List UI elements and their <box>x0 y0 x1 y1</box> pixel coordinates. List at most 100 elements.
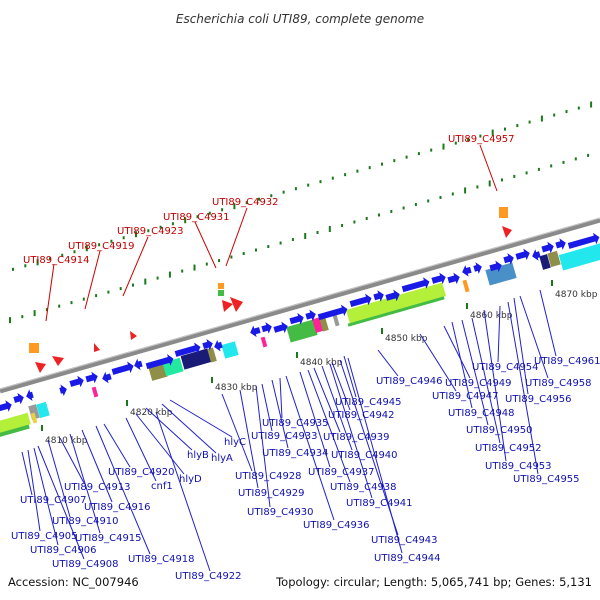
gene-label-leader <box>59 437 85 484</box>
gene-arrow-shape <box>0 400 12 412</box>
scale-label: 4850 kbp <box>385 334 428 344</box>
gene-label: UTI89_C4918 <box>128 554 195 565</box>
feature-block <box>30 412 38 424</box>
gene-arrow-shape <box>59 384 67 397</box>
gene-label: UTI89_C4958 <box>525 378 592 389</box>
gene-arrow <box>111 361 134 375</box>
gene-arrow-shape <box>317 304 348 321</box>
gene-arrow-shape <box>385 289 400 302</box>
gene-arrow <box>431 272 446 285</box>
gene-label: UTI89_C4910 <box>52 516 119 527</box>
gene-arrow-shape <box>349 293 372 308</box>
rna-marker <box>130 331 137 340</box>
gene-label: UTI89_C4916 <box>84 502 151 513</box>
gene-label-leader <box>135 413 185 475</box>
gene-arrow <box>305 309 316 322</box>
gene-arrow-shape <box>26 389 34 401</box>
gc-content-inner-track <box>9 153 590 324</box>
orange-feature-marker <box>29 343 39 353</box>
gene-label-leader <box>339 359 399 536</box>
gene-label: UTI89_C4949 <box>445 378 512 389</box>
gene-label: UTI89_C4915 <box>75 533 142 544</box>
genome-summary-text: Topology: circular; Length: 5,065,741 bp… <box>275 575 592 589</box>
gene-label-leader <box>155 411 211 572</box>
gene-arrow <box>532 249 541 261</box>
gene-label-leader <box>519 295 549 379</box>
gene-arrow-shape <box>261 322 272 334</box>
gene-label: hlyC <box>224 437 246 448</box>
gene-label-leader <box>461 319 489 426</box>
gene-arrows-track <box>0 232 600 412</box>
gene-label: UTI89_C4946 <box>376 376 443 387</box>
rna-label: UTI89_C4931 <box>163 212 230 223</box>
gene-arrow-shape <box>174 342 201 357</box>
gene-label-leader <box>103 423 131 468</box>
accession-text: Accession: NC_007946 <box>8 575 139 589</box>
gene-label-leader <box>331 361 351 411</box>
gene-label-leader <box>81 429 113 503</box>
gene-arrow <box>541 241 554 254</box>
gene-label-leader <box>347 357 403 554</box>
feature-block <box>332 313 340 327</box>
gene-arrow <box>59 384 67 397</box>
gene-label: UTI89_C4940 <box>331 450 398 461</box>
gene-arrow-shape <box>567 232 600 249</box>
gene-label: UTI89_C4929 <box>238 488 305 499</box>
feature-block <box>286 316 329 343</box>
gene-label-leader <box>497 305 501 363</box>
orange-feature-marker <box>499 207 508 218</box>
gene-arrow <box>261 322 272 334</box>
feature-block <box>345 282 447 327</box>
gene-label-leader <box>33 447 59 546</box>
gene-label-leader <box>161 403 217 454</box>
gene-label-leader <box>483 309 507 462</box>
gene-label: UTI89_C4905 <box>11 531 78 542</box>
gene-arrow <box>289 313 304 325</box>
gene-label-leader <box>261 383 273 432</box>
gene-arrow <box>273 321 288 334</box>
scale-label: 4830 kbp <box>215 383 258 393</box>
rna-label-group: UTI89_C4919 <box>68 241 135 310</box>
rna-marker <box>230 297 243 312</box>
gene-label: hlyB <box>187 450 209 461</box>
gene-arrow-shape <box>13 392 24 405</box>
gene-label-leader <box>145 407 193 451</box>
gene-arrow-shape <box>289 313 304 325</box>
gene-label-leader <box>471 317 501 444</box>
gene-label: UTI89_C4920 <box>108 467 175 478</box>
rna-label: UTI89_C4919 <box>68 241 135 252</box>
orange-feature-marker <box>218 283 224 289</box>
gene-arrow <box>69 375 84 388</box>
gene-arrow-shape <box>489 260 502 273</box>
gene-label-leader <box>285 375 335 521</box>
gene-label: UTI89_C4950 <box>466 425 533 436</box>
gene-arrow-shape <box>69 375 84 388</box>
gene-label-leader <box>313 367 341 433</box>
gene-label: hlyD <box>179 474 202 485</box>
scale-label: 4870 kbp <box>555 290 598 300</box>
map-title: Escherichia coli UTI89, complete genome <box>176 12 424 26</box>
gene-label-leaders <box>21 289 557 572</box>
rna-marker <box>94 343 100 352</box>
feature-block <box>91 386 99 398</box>
gene-arrow-shape <box>102 371 112 384</box>
feature-block <box>260 336 268 348</box>
gene-label: UTI89_C4938 <box>330 482 397 493</box>
gene-label-leader <box>21 451 33 496</box>
gene-arrow-shape <box>431 272 446 285</box>
genome-backbone <box>0 217 600 394</box>
gene-arrow-shape <box>447 272 460 285</box>
gene-arrow <box>447 272 460 285</box>
gene-label: UTI89_C4948 <box>448 408 515 419</box>
gene-label: UTI89_C4956 <box>505 394 572 405</box>
gene-label: UTI89_C4930 <box>247 507 314 518</box>
rna-label-group: UTI89_C4932 <box>212 197 279 267</box>
gene-label-leader <box>255 385 271 508</box>
rna-label-group: UTI89_C4931 <box>163 212 230 269</box>
gene-arrow-shape <box>401 277 430 293</box>
gene-label-leader <box>169 399 233 438</box>
rna-marker <box>52 356 64 366</box>
feature-block <box>0 412 31 440</box>
gene-label: UTI89_C4952 <box>475 443 542 454</box>
